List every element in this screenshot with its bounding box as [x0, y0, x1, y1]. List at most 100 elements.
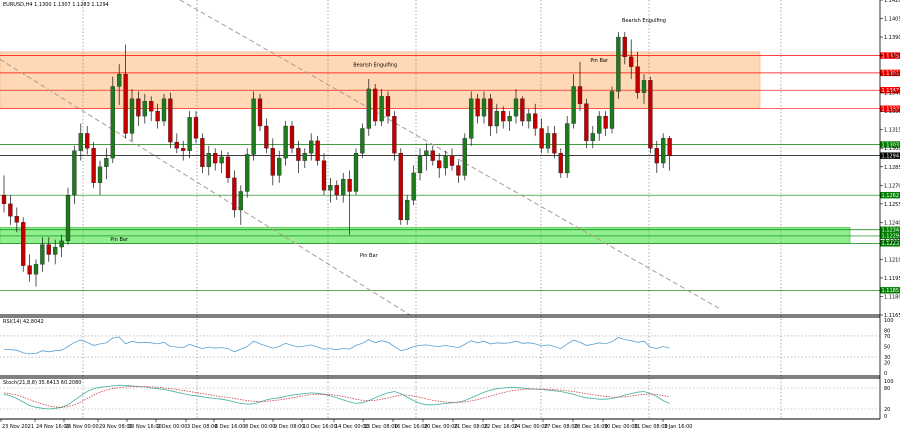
candle-body: [193, 117, 199, 139]
candle-body: [405, 199, 410, 221]
candle-body: [219, 156, 224, 164]
price-tick-label: 1.1330: [884, 109, 900, 115]
time-tick-label: 3 Dec 08:00: [187, 424, 217, 430]
price-tick-label: 1.1255: [884, 202, 900, 208]
candle-body: [53, 246, 58, 255]
candle-body: [264, 125, 269, 149]
level-tag: [880, 69, 900, 77]
candle-body: [315, 140, 320, 161]
candle-body: [136, 98, 141, 117]
time-tick-label: 10 Dec 16:00: [303, 424, 337, 430]
candle-body: [14, 216, 19, 223]
candle-body: [584, 103, 589, 141]
candle-body: [251, 98, 256, 155]
candle-body: [181, 148, 186, 151]
candle-body: [33, 264, 39, 275]
level-tag: [880, 191, 900, 199]
candle-body: [661, 138, 666, 164]
time-tick-label: 8 Dec 00:00: [245, 424, 275, 430]
candle-body: [245, 154, 250, 192]
candle-body: [270, 148, 275, 176]
candle-body: [353, 153, 359, 192]
candle-body: [590, 133, 595, 141]
candle-body: [597, 115, 602, 134]
candle-body: [609, 91, 615, 129]
level-tag: [880, 52, 900, 59]
candle-body: [27, 265, 32, 275]
level-value: 1.1185: [882, 288, 900, 294]
candle-body: [46, 244, 51, 255]
level-value: 1.1347: [882, 88, 900, 94]
candle-body: [475, 98, 480, 117]
time-tick-label: 24 Dec 00:00: [514, 424, 548, 430]
candle-body: [533, 113, 538, 129]
candle-body: [501, 111, 506, 122]
level-tag: [880, 105, 900, 112]
price-tick-label: 1.1195: [884, 276, 900, 282]
time-tick-label: 6 Dec 16:00: [215, 424, 245, 430]
level-tag: [880, 226, 900, 233]
candle-body: [257, 98, 263, 127]
price-tick-label: 1.1165: [884, 313, 900, 319]
pattern-annotation: Pin Bar: [360, 253, 379, 259]
candle-body: [21, 222, 26, 266]
pattern-annotation: Bearish Engulfing: [353, 63, 397, 69]
candle-body: [104, 157, 109, 167]
candle-body: [142, 101, 147, 117]
candle-body: [283, 125, 288, 159]
price-tick-label: 1.1375: [884, 54, 900, 60]
candle-body: [91, 148, 96, 183]
candle-body: [539, 128, 544, 149]
candle-body: [373, 88, 378, 122]
candle-body: [238, 191, 243, 211]
candle-body: [347, 178, 352, 192]
candle-body: [629, 56, 634, 67]
candle-body: [424, 150, 429, 156]
level-tag: [880, 240, 900, 247]
candle-body: [552, 133, 557, 154]
candle-body: [232, 177, 237, 211]
candle-body: [648, 80, 653, 149]
price-tick-label: 1.1180: [884, 294, 900, 300]
candle-body: [309, 140, 314, 154]
price-tick-label: 1.1405: [884, 17, 900, 23]
trend-line: [0, 58, 411, 316]
candle-body: [462, 138, 467, 176]
level-value: 1.1375: [882, 53, 900, 59]
candle-body: [443, 155, 448, 169]
pattern-annotation: Pin Bar: [110, 237, 129, 243]
stoch-main-line: [3, 384, 670, 410]
candle-body: [8, 203, 13, 217]
candle-body: [449, 155, 455, 166]
candle-body: [65, 195, 71, 242]
candle-body: [277, 157, 282, 176]
candle-body: [174, 141, 179, 149]
rsi-tick-label: 0: [884, 371, 887, 377]
stoch-tick-label: 80: [884, 386, 890, 392]
candle-body: [513, 98, 519, 117]
symbol-header: EURUSD,H4 1.1300 1.1307 1.1283 1.1294: [3, 2, 109, 8]
price-tick-label: 1.1345: [884, 91, 900, 97]
candle-body: [85, 133, 90, 149]
candle-body: [296, 148, 301, 161]
candle-body: [78, 133, 83, 151]
time-tick-label: 20 Dec 00:00: [424, 424, 458, 430]
candle-body: [437, 160, 442, 169]
candle-body: [289, 125, 295, 149]
candle-body: [411, 172, 416, 201]
candle-body: [641, 80, 647, 93]
level-value: 1.1332: [882, 107, 900, 113]
level-value: 1.1262: [882, 193, 900, 199]
rsi-tick-label: 30: [884, 355, 890, 361]
level-value: 1.1229: [882, 234, 900, 240]
level-value: 1.1234: [882, 228, 900, 234]
candle-body: [321, 160, 327, 191]
candle-body: [379, 96, 384, 122]
candle-body: [59, 240, 64, 248]
time-tick-label: 9 Dec 08:00: [274, 424, 304, 430]
candle-body: [430, 150, 435, 161]
time-tick-label: 21 Dec 08:00: [454, 424, 488, 430]
candle-body: [123, 73, 128, 134]
candle-body: [603, 115, 608, 129]
candle-body: [72, 150, 77, 196]
